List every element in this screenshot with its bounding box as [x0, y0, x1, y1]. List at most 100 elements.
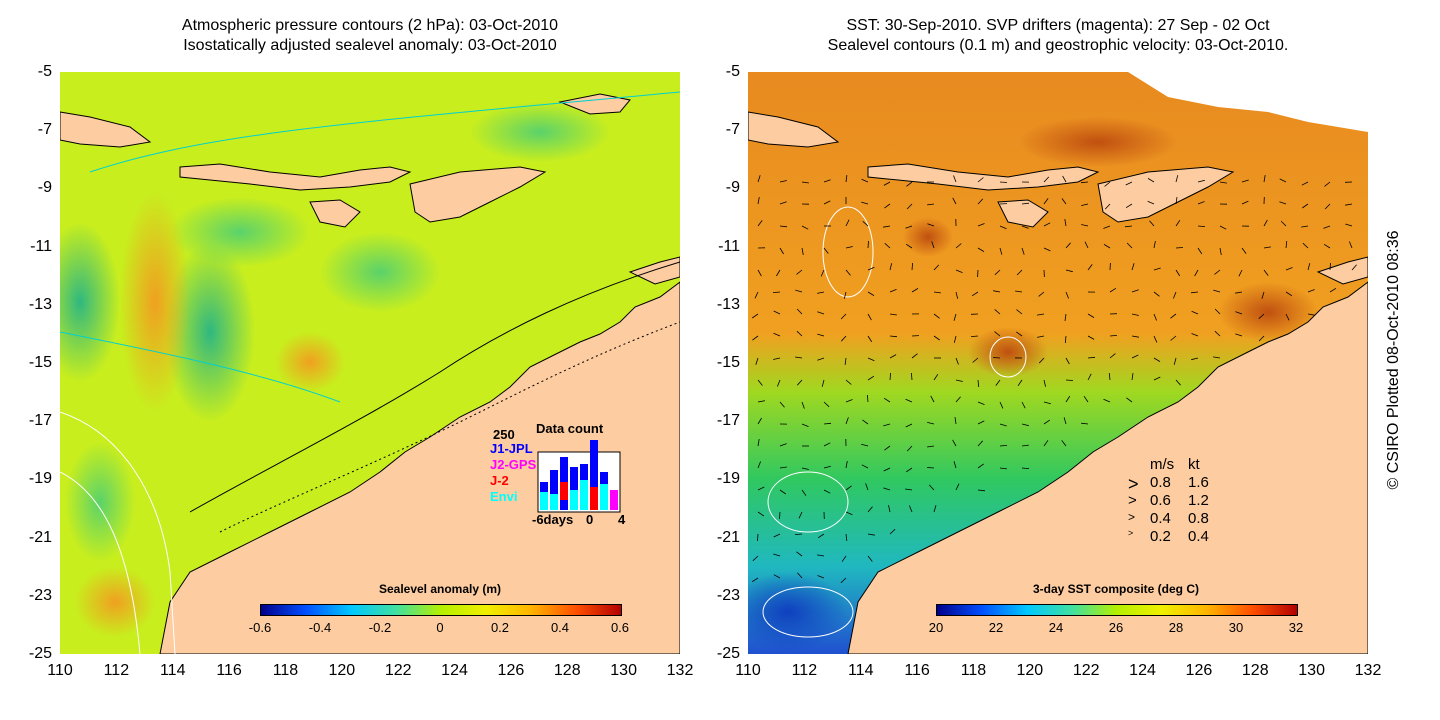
velocity-arrow: [1087, 313, 1095, 318]
velocity-arrow: [1131, 335, 1139, 338]
left-lat-tick: -5: [37, 63, 52, 80]
velocity-arrow: [801, 225, 809, 230]
velocity-arrow: [883, 467, 891, 472]
velocity-arrow: [933, 264, 940, 271]
left-title-line1: Atmospheric pressure contours (2 hPa): 0…: [181, 17, 559, 34]
velocity-arrow: [1261, 291, 1265, 299]
velocity-arrow: [757, 197, 760, 205]
velocity-arrow: [889, 528, 896, 535]
velocity-arrow: [999, 401, 1004, 409]
velocity-arrow: [1087, 264, 1093, 271]
velocity-arrow: [1103, 398, 1111, 403]
velocity-arrow: [1219, 181, 1227, 184]
velocity-arrow: [840, 577, 847, 584]
velocity-arrow: [801, 423, 809, 427]
velocity-arrow: [999, 445, 1008, 447]
velocity-arrow: [1323, 225, 1331, 229]
right-lon-tick: 120: [1016, 662, 1044, 679]
sealevel-anomaly-map: [60, 72, 680, 654]
left-lon-tick: 112: [103, 662, 130, 679]
right-lat-tick: -13: [716, 295, 740, 313]
velocity-arrow: [999, 181, 1008, 183]
velocity-arrow: [823, 465, 831, 469]
velocity-arrow: [757, 533, 759, 542]
velocity-arrow: [1307, 289, 1315, 293]
velocity-arrow: [1194, 269, 1199, 277]
velocity-legend-header-kt: kt: [1188, 456, 1200, 473]
velocity-arrow: [1153, 335, 1158, 343]
velocity-arrow: [796, 330, 803, 337]
left-lat-tick: -17: [28, 412, 52, 430]
velocity-legend-ms: 0.2: [1150, 528, 1171, 545]
velocity-arrow: [757, 400, 765, 403]
velocity-arrow: [1103, 225, 1111, 229]
velocity-arrow: [884, 243, 891, 249]
sst-colorbar-tick: 24: [1048, 620, 1064, 635]
velocity-arrow: [867, 506, 873, 513]
velocity-arrow: [926, 467, 935, 469]
velocity-arrow: [841, 555, 847, 562]
left-lon-tick: 126: [497, 662, 525, 679]
velocity-arrow: [779, 225, 788, 228]
velocity-legend-ms: 0.8: [1150, 474, 1171, 491]
velocity-arrow: [757, 486, 765, 491]
timor-island: [409, 166, 547, 223]
velocity-arrow: [889, 335, 898, 338]
velocity-arrow: [1043, 419, 1051, 425]
velocity-legend-kt: 1.2: [1188, 492, 1209, 509]
data-count-title: Data count: [536, 421, 604, 436]
velocity-arrow: [1235, 311, 1243, 315]
right-lon-tick: 116: [904, 662, 930, 679]
velocity-arrow: [1108, 372, 1111, 381]
histogram-axis-start: -6days: [532, 512, 574, 527]
velocity-legend-header-ms: m/s: [1150, 456, 1175, 473]
velocity-arrow: [1324, 181, 1331, 187]
velocity-arrow: [1065, 269, 1073, 273]
velocity-arrow: [977, 463, 984, 469]
velocity-arrow: [1323, 243, 1331, 249]
velocity-arrow: [1191, 357, 1199, 361]
sst-colorbar-tick: 22: [988, 620, 1004, 635]
velocity-arrow: [823, 489, 831, 494]
right-lon-tick: 126: [1185, 662, 1213, 679]
velocity-arrow: [867, 335, 873, 343]
sealevel-colorbar-tick: -0.2: [368, 620, 392, 635]
velocity-arrow: [844, 357, 847, 365]
right-lon-tick: 128: [1241, 662, 1269, 679]
velocity-arrow: [817, 291, 825, 294]
velocity-arrow: [1104, 181, 1111, 187]
sealevel-colorbar-tick: -0.4: [308, 620, 332, 635]
velocity-arrow: [955, 379, 963, 382]
sst-colorbar-label: 3-day SST composite (deg C): [1032, 582, 1200, 596]
left-lat-tick: -23: [28, 586, 52, 604]
velocity-arrow: [1015, 290, 1023, 293]
velocity-arrow: [1081, 224, 1089, 227]
velocity-arrow: [953, 335, 957, 343]
velocity-arrow: [823, 442, 831, 447]
velocity-arrow: [817, 357, 825, 361]
banda-island: [558, 93, 631, 115]
velocity-arrow: [955, 357, 959, 365]
sst-colorbar-tick: 26: [1108, 620, 1124, 635]
right-lon-tick: 122: [1072, 662, 1100, 679]
java-island: [60, 111, 152, 148]
right-lat-tick: -17: [716, 412, 740, 430]
velocity-arrow: [1087, 335, 1095, 340]
sst-map-canvas: [748, 72, 1368, 654]
velocity-arrow: [1285, 267, 1293, 271]
velocity-legend-arrow-icon: >: [1128, 474, 1139, 494]
positive-anomaly-eddy: [120, 192, 190, 412]
right-title-line1: SST: 30-Sep-2010. SVP drifters (magenta)…: [846, 17, 1270, 34]
velocity-arrow: [1021, 202, 1030, 205]
velocity-arrow: [1043, 440, 1049, 447]
velocity-arrow: [1153, 376, 1161, 381]
velocity-arrow: [794, 533, 803, 535]
velocity-arrow: [1307, 313, 1315, 316]
velocity-arrow: [930, 395, 935, 403]
velocity-arrow: [993, 290, 1001, 293]
velocity-arrow: [801, 247, 804, 255]
velocity-arrow: [779, 443, 787, 447]
velocity-arrow: [1153, 357, 1161, 362]
velocity-arrow: [1021, 444, 1029, 447]
velocity-arrow: [867, 394, 869, 403]
